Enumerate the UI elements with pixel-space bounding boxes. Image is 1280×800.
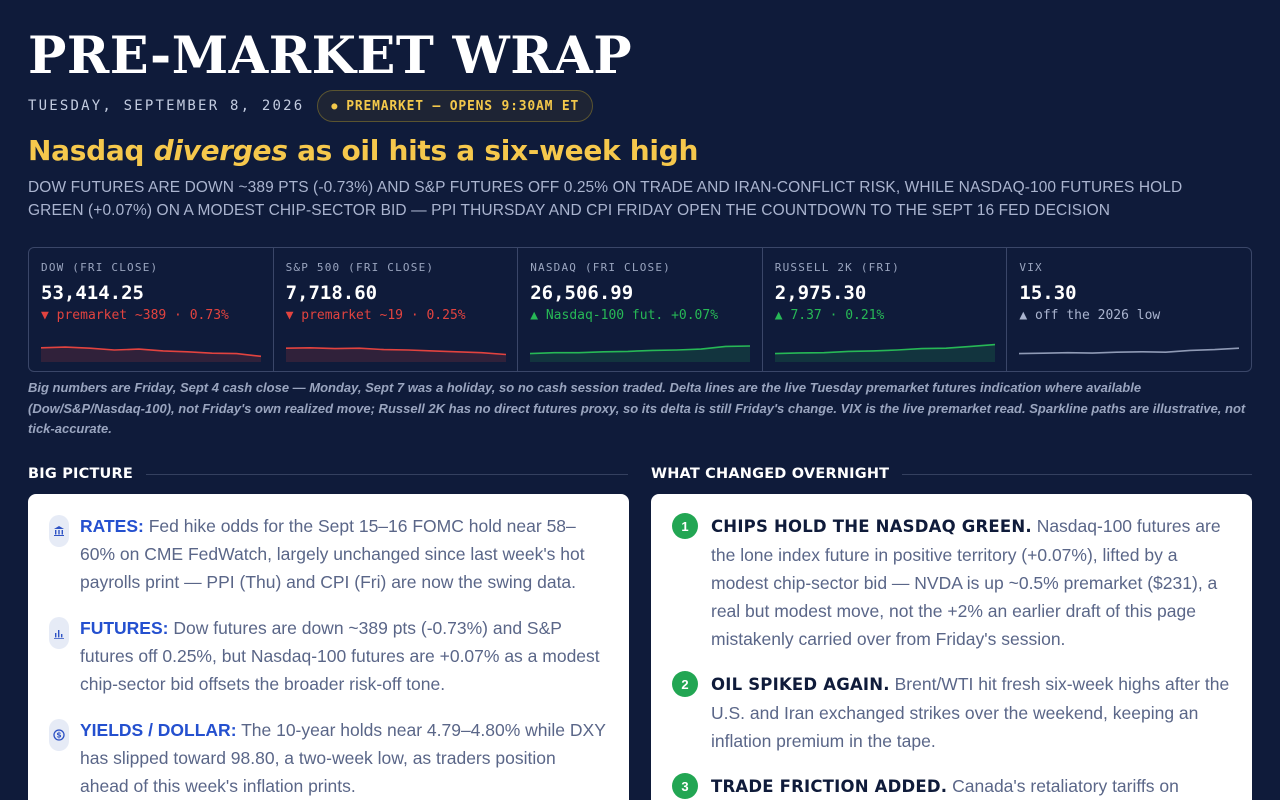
down-arrow-icon: ▼: [285, 308, 294, 323]
list-item: FUTURES: Dow futures are down ~389 pts (…: [49, 614, 609, 698]
sparkline: [285, 346, 506, 362]
sparkline-line: [530, 345, 751, 355]
list-item-text: RATES: Fed hike odds for the Sept 15–16 …: [80, 512, 609, 596]
list-item-key: TRADE FRICTION ADDED.: [711, 777, 948, 796]
sparkline-line: [1019, 347, 1240, 355]
date-text: TUESDAY, SEPTEMBER 8, 2026: [28, 98, 305, 114]
page-title: PRE-MARKET WRAP: [28, 26, 633, 86]
ticker-label: NASDAQ (FRI CLOSE): [530, 261, 671, 274]
list-item-text: FUTURES: Dow futures are down ~389 pts (…: [80, 614, 609, 698]
ticker-value: 53,414.25: [41, 282, 144, 304]
ticker-delta: ▲ off the 2026 low: [1019, 308, 1239, 323]
list-item-key: OIL SPIKED AGAIN.: [711, 675, 890, 694]
list-item-body: Nasdaq-100 futures are the lone index fu…: [711, 516, 1221, 649]
sparkline: [1019, 347, 1240, 355]
ticker-label: RUSSELL 2K (FRI): [774, 261, 900, 274]
ticker-delta-text: premarket ~389 · 0.73%: [56, 308, 229, 323]
bank-icon: [49, 515, 69, 547]
what-changed-card: 1 CHIPS HOLD THE NASDAQ GREEN. Nasdaq-10…: [651, 494, 1252, 800]
what-changed-heading: WHAT CHANGED OVERNIGHT: [651, 465, 1252, 483]
divider: [146, 473, 628, 475]
list-item-body: Brent/WTI hit fresh six-week highs after…: [711, 674, 1230, 751]
ticker-delta-text: 7.37 · 0.21%: [790, 308, 885, 323]
big-picture-heading: BIG PICTURE: [28, 465, 628, 483]
sparkline-line: [774, 343, 995, 355]
list-item-key: RATES:: [80, 516, 144, 536]
up-arrow-icon: ▲: [530, 308, 539, 323]
list-item-body: The 10-year holds near 4.79–4.80% while …: [80, 720, 606, 796]
sparkline: [774, 343, 995, 362]
up-arrow-icon: ▲: [774, 308, 783, 323]
ticker-label: VIX: [1019, 261, 1043, 274]
ticker-delta-text: off the 2026 low: [1035, 308, 1161, 323]
svg-text:$: $: [56, 731, 61, 740]
market-status-pill: ● PREMARKET — OPENS 9:30AM ET: [317, 90, 594, 122]
list-item-text: OIL SPIKED AGAIN. Brent/WTI hit fresh si…: [711, 670, 1232, 755]
ticker-tile-vix[interactable]: VIX 15.30 ▲ off the 2026 low: [1007, 248, 1251, 371]
status-dot-icon: ●: [331, 100, 339, 112]
ticker-label: S&P 500 (FRI CLOSE): [285, 261, 435, 274]
list-item: RATES: Fed hike odds for the Sept 15–16 …: [49, 512, 609, 596]
list-item-text: YIELDS / DOLLAR: The 10-year holds near …: [80, 716, 609, 800]
market-status-label: PREMARKET — OPENS 9:30AM ET: [346, 98, 580, 114]
ticker-value: 15.30: [1019, 282, 1077, 304]
headline-lead: Nasdaq: [28, 134, 154, 167]
list-item: 1 CHIPS HOLD THE NASDAQ GREEN. Nasdaq-10…: [672, 512, 1232, 653]
ticker-strip: DOW (FRI CLOSE) 53,414.25 ▼ premarket ~3…: [28, 247, 1252, 372]
list-item-key: FUTURES:: [80, 618, 169, 638]
list-item-key: YIELDS / DOLLAR:: [80, 720, 237, 740]
step-number-badge: 3: [672, 773, 698, 799]
ticker-delta: ▼ premarket ~19 · 0.25%: [286, 308, 506, 323]
section-title: BIG PICTURE: [28, 466, 133, 482]
list-item-text: TRADE FRICTION ADDED. Canada's retaliato…: [711, 772, 1179, 800]
list-item: 2 OIL SPIKED AGAIN. Brent/WTI hit fresh …: [672, 670, 1232, 755]
divider: [902, 473, 1252, 475]
step-number-badge: 2: [672, 671, 698, 697]
sparkline-line: [41, 346, 261, 358]
dollar-coin-icon: $: [49, 719, 69, 751]
ticker-delta: ▲ 7.37 · 0.21%: [775, 308, 995, 323]
list-item-body: Fed hike odds for the Sept 15–16 FOMC ho…: [80, 516, 585, 592]
sparkline-area: [285, 347, 506, 362]
ticker-value: 2,975.30: [774, 282, 867, 304]
ticker-delta: ▲ Nasdaq-100 fut. +0.07%: [530, 308, 750, 323]
list-item: 3 TRADE FRICTION ADDED. Canada's retalia…: [672, 772, 1232, 800]
headline-emphasis: diverges: [153, 134, 288, 167]
ticker-delta: ▼ premarket ~389 · 0.73%: [41, 308, 261, 323]
list-item: $ YIELDS / DOLLAR: The 10-year holds nea…: [49, 716, 609, 800]
headline-tail: as oil hits a six-week high: [287, 134, 699, 167]
ticker-value: 26,506.99: [530, 282, 634, 304]
bar-chart-icon: [49, 617, 69, 649]
date-row: TUESDAY, SEPTEMBER 8, 2026 ● PREMARKET —…: [28, 90, 594, 122]
ticker-tile-nasdaq[interactable]: NASDAQ (FRI CLOSE) 26,506.99 ▲ Nasdaq-10…: [518, 248, 763, 371]
big-picture-card: RATES: Fed hike odds for the Sept 15–16 …: [28, 494, 629, 800]
ticker-tile-russell[interactable]: RUSSELL 2K (FRI) 2,975.30 ▲ 7.37 · 0.21%: [763, 248, 1008, 371]
up-arrow-icon: ▲: [1019, 308, 1028, 323]
ticker-footnote: Big numbers are Friday, Sept 4 cash clos…: [28, 380, 1246, 436]
ticker-tile-dow[interactable]: DOW (FRI CLOSE) 53,414.25 ▼ premarket ~3…: [29, 248, 274, 371]
ticker-delta-text: Nasdaq-100 fut. +0.07%: [545, 308, 719, 323]
ticker-delta-text: premarket ~19 · 0.25%: [301, 308, 466, 323]
section-title: WHAT CHANGED OVERNIGHT: [651, 466, 890, 482]
ticker-value: 7,718.60: [285, 282, 378, 304]
list-item-body: Dow futures are down ~389 pts (-0.73%) a…: [80, 618, 600, 694]
sparkline-line: [285, 346, 506, 356]
list-item-text: CHIPS HOLD THE NASDAQ GREEN. Nasdaq-100 …: [711, 512, 1232, 653]
step-number-badge: 1: [672, 513, 698, 539]
headline: Nasdaq diverges as oil hits a six-week h…: [28, 134, 698, 167]
sparkline-area: [530, 346, 751, 362]
dek: Dow futures are down ~389 pts (-0.73%) a…: [28, 179, 1183, 219]
ticker-label: DOW (FRI CLOSE): [41, 261, 159, 274]
ticker-tile-sp500[interactable]: S&P 500 (FRI CLOSE) 7,718.60 ▼ premarket…: [274, 248, 519, 371]
list-item-key: CHIPS HOLD THE NASDAQ GREEN.: [711, 517, 1032, 536]
sparkline: [530, 345, 751, 362]
list-item-body: Canada's retaliatory tariffs on: [947, 776, 1179, 796]
down-arrow-icon: ▼: [41, 308, 49, 323]
sparkline-area: [41, 347, 261, 362]
sparkline: [41, 346, 261, 362]
